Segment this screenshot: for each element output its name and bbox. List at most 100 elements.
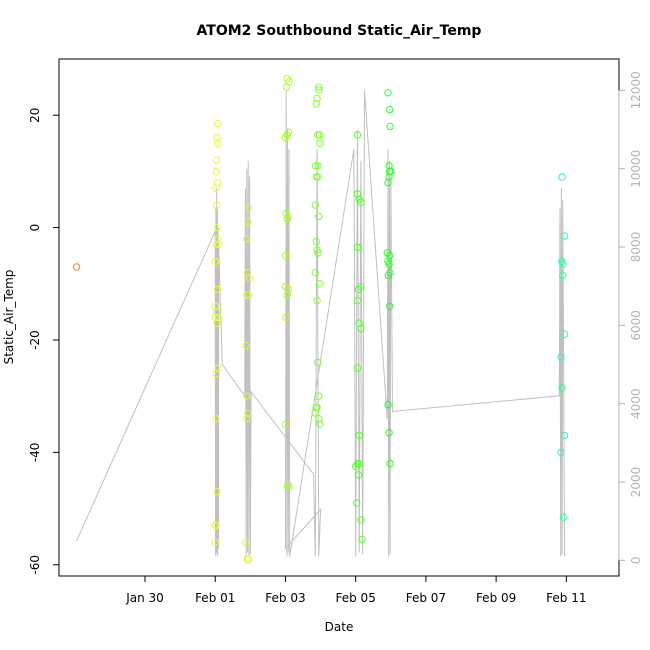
x-tick-label: Feb 11 [546, 591, 586, 605]
data-point [357, 516, 365, 524]
data-point [353, 499, 361, 507]
data-point [357, 282, 365, 291]
y-tick-label: 20 [28, 108, 42, 123]
data-point [212, 414, 220, 423]
y2-tick-label: 6000 [629, 310, 643, 341]
y-tick-label: -60 [28, 555, 42, 575]
data-point [211, 538, 219, 546]
data-point [386, 122, 394, 131]
altitude-series [76, 90, 566, 557]
x-tick-label: Feb 09 [476, 591, 516, 605]
data-point [244, 409, 252, 417]
y2-tick-label: 4000 [629, 388, 643, 419]
data-point [311, 268, 320, 277]
data-point [385, 162, 393, 170]
x-axis: Jan 30 Feb 01 Feb 03 Feb 05 Feb 07 Feb 09 Feb … [125, 575, 587, 605]
data-point [353, 243, 362, 251]
x-tick-label: Feb 01 [195, 591, 235, 605]
data-point [354, 471, 363, 479]
data-point [559, 271, 567, 280]
data-point [385, 260, 393, 268]
data-point [314, 162, 322, 170]
data-point [313, 403, 321, 412]
x-tick-label: Feb 07 [406, 591, 446, 605]
data-point [244, 218, 252, 226]
y2-tick-label: 8000 [629, 232, 643, 263]
x-tick-label: Feb 05 [336, 591, 376, 605]
data-point [560, 232, 569, 240]
data-point [282, 209, 290, 218]
data-point [214, 119, 222, 128]
y2-tick-label: 10000 [629, 150, 643, 188]
data-point [316, 139, 324, 147]
data-point [242, 538, 250, 546]
data-point [316, 280, 324, 288]
data-point [384, 89, 392, 97]
data-point [386, 302, 394, 310]
data-point [560, 431, 569, 440]
data-point [383, 249, 391, 257]
data-point [314, 249, 322, 257]
data-point [214, 364, 222, 372]
data-point [212, 167, 220, 176]
data-point [72, 263, 81, 271]
data-point [284, 128, 292, 136]
data-point [315, 131, 324, 139]
data-point [281, 251, 290, 260]
data-point [211, 302, 219, 310]
data-point [214, 235, 222, 243]
data-point [358, 535, 366, 544]
data-point [243, 235, 251, 243]
data-point [213, 139, 222, 147]
data-point [313, 296, 321, 305]
data-point [211, 257, 219, 266]
data-point [560, 330, 569, 339]
data-point [311, 201, 320, 209]
data-point [282, 313, 290, 322]
data-point [281, 420, 290, 428]
data-point [355, 459, 363, 468]
altitude-line [76, 90, 566, 557]
data-point [312, 237, 321, 246]
data-point [244, 555, 253, 563]
data-point [559, 260, 567, 268]
data-point [212, 156, 221, 164]
data-point [353, 296, 362, 305]
data-point [386, 459, 394, 468]
data-point [386, 268, 394, 277]
data-point [285, 77, 293, 86]
data-point [212, 201, 221, 209]
data-point [312, 100, 321, 108]
y-tick-label: 0 [28, 224, 42, 232]
data-point [353, 364, 362, 372]
data-point [213, 223, 221, 232]
data-point [355, 431, 363, 440]
data-point [213, 178, 222, 187]
x-tick-label: Feb 03 [265, 591, 305, 605]
data-point [557, 448, 565, 457]
data-point [283, 291, 291, 299]
data-points [72, 74, 569, 563]
y-tick-label: -20 [28, 330, 42, 350]
data-point [212, 184, 220, 192]
y-axis-left: -60 -40 -20 0 20 [28, 108, 60, 575]
data-point [315, 212, 323, 221]
data-point [242, 341, 250, 350]
data-point [213, 488, 221, 496]
data-point [315, 392, 323, 400]
data-point [215, 240, 223, 249]
data-point [385, 429, 393, 437]
y2-tick-label: 2000 [629, 467, 643, 498]
data-point [313, 94, 321, 103]
data-point [243, 414, 251, 423]
y-axis-label: Static_Air_Temp [2, 270, 16, 365]
data-point [384, 400, 392, 409]
data-point [281, 282, 290, 291]
data-point [315, 414, 323, 423]
data-point [386, 105, 394, 114]
data-point [353, 131, 362, 139]
y-axis-right: 0 2000 4000 6000 8000 10000 12000 [618, 71, 643, 564]
data-point [558, 173, 566, 181]
